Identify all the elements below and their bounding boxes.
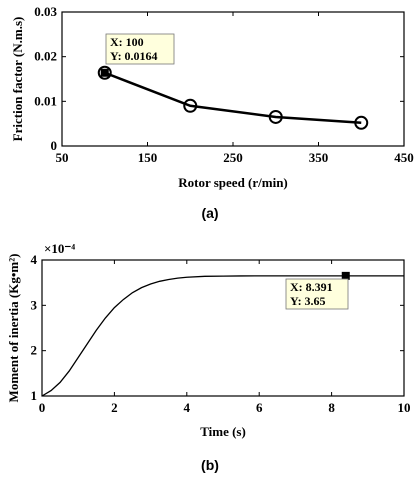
chart-a-x-tick-label: 350 <box>309 150 329 165</box>
chart-a-datatip-x: X: 100 <box>110 35 144 49</box>
chart-a-y-tick-label: 0 <box>51 138 58 153</box>
chart-b-series <box>41 271 404 397</box>
chart-b-datatip-marker <box>341 271 350 280</box>
chart-a-x-ticks: 50 150 250 350 450 <box>56 12 414 165</box>
chart-a-x-tick-label: 250 <box>223 150 243 165</box>
chart-a-datatip-y: Y: 0.0164 <box>110 49 158 63</box>
chart-a-y-tick-label: 0.01 <box>34 93 57 108</box>
chart-b-y-tick-label: 1 <box>31 388 38 403</box>
chart-a-series <box>97 65 369 130</box>
chart-b-y-tick-label: 2 <box>31 343 38 358</box>
chart-b-datatip-y: Y: 3.65 <box>290 294 326 308</box>
chart-b-datatip-x: X: 8.391 <box>290 280 333 294</box>
chart-a-x-tick-label: 50 <box>56 150 69 165</box>
chart-a-plot-frame <box>61 11 405 147</box>
chart-a-series-line <box>104 71 362 125</box>
chart-a-y-tick-label: 0.02 <box>34 49 57 64</box>
chart-b-datatip-box <box>285 278 349 310</box>
chart-b-x-tick-label: 8 <box>328 400 335 415</box>
chart-a-datatip-marker <box>100 68 109 77</box>
chart-a-datatip-box <box>105 33 175 65</box>
chart-a-caption: (a) <box>201 205 218 221</box>
chart-b-datatip: X: 8.391 Y: 3.65 <box>285 278 349 310</box>
chart-b-plot-frame <box>41 259 405 397</box>
chart-a-data-point <box>268 109 283 124</box>
chart-a-datatip: X: 100 Y: 0.0164 <box>105 33 175 65</box>
chart-a-y-axis-label: Friction factor (N.m.s) <box>10 17 25 142</box>
chart-a-y-ticks: 0 0.01 0.02 0.03 <box>34 4 404 153</box>
chart-a-data-point <box>97 65 112 80</box>
chart-b-x-tick-label: 4 <box>184 400 191 415</box>
chart-b-x-tick-label: 10 <box>398 400 411 415</box>
chart-b-y-axis-label: Moment of inertia (Kg•m²) <box>6 254 21 403</box>
chart-b-x-ticks: 0 2 4 6 8 10 <box>39 260 411 415</box>
chart-a-x-tick-label: 150 <box>138 150 158 165</box>
chart-a: 50 150 250 350 450 0 0.01 0.02 0.03 X: 100 Y: 0… <box>10 4 414 221</box>
chart-b-series-line <box>41 275 404 397</box>
chart-b-x-tick-label: 2 <box>111 400 118 415</box>
chart-b-caption: (b) <box>201 457 219 473</box>
chart-b-x-tick-label: 0 <box>39 400 46 415</box>
chart-b-x-axis-label: Time (s) <box>200 424 246 439</box>
chart-b-x-tick-label: 6 <box>256 400 263 415</box>
chart-b-y-ticks: 1 2 3 4 <box>31 252 404 403</box>
chart-b-y-tick-label: 4 <box>31 252 38 267</box>
chart-b-y-tick-label: 3 <box>31 297 38 312</box>
chart-a-data-point <box>183 98 198 113</box>
chart-a-x-axis-label: Rotor speed (r/min) <box>178 175 288 190</box>
chart-a-data-point <box>354 115 369 130</box>
chart-b-y-multiplier: ×10⁻⁴ <box>44 241 75 256</box>
chart-a-x-tick-label: 450 <box>394 150 414 165</box>
chart-a-y-tick-label: 0.03 <box>34 4 57 19</box>
